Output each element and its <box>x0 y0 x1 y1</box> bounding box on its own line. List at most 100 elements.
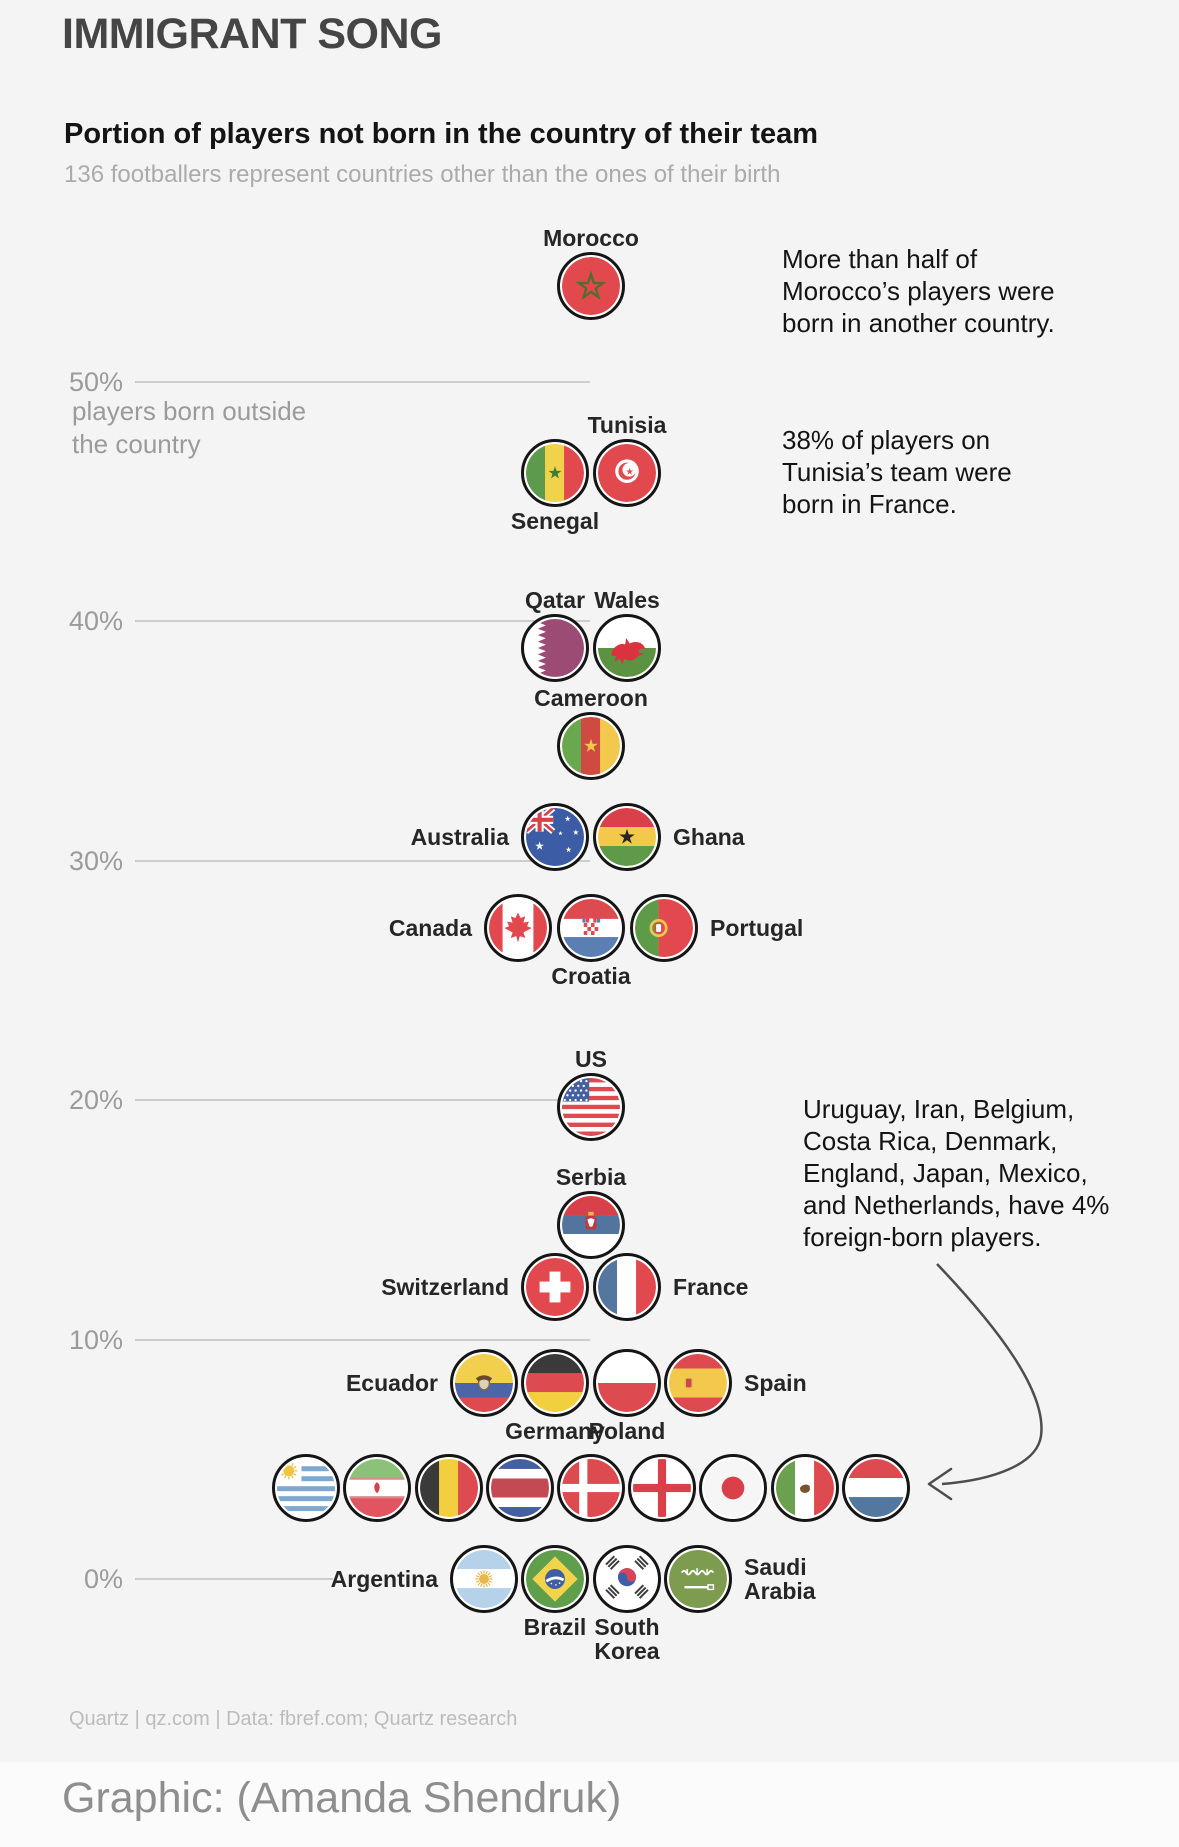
flag-node-denmark <box>557 1454 625 1523</box>
iran-flag-icon <box>348 1459 406 1518</box>
croatia-flag-icon <box>562 898 620 957</box>
flag-node-costa_rica <box>486 1454 554 1523</box>
flag-circle-us <box>557 1073 625 1142</box>
flag-circle-iran <box>343 1454 411 1523</box>
tick-label-50: 50% <box>68 367 123 397</box>
flag-circle-japan <box>699 1454 767 1523</box>
gridline-50 <box>135 381 590 383</box>
source-credit: Quartz | qz.com | Data: fbref.com; Quart… <box>69 1708 518 1730</box>
flag-label-morocco: Morocco <box>543 225 639 252</box>
flag-node-ecuador: Ecuador <box>346 1348 518 1417</box>
tick-label-20: 20% <box>68 1085 123 1116</box>
tick-label-10: 10% <box>68 1324 123 1355</box>
spain-flag-icon <box>669 1353 727 1412</box>
flag-node-wales: Wales <box>593 588 661 682</box>
page-title: IMMIGRANT SONG <box>62 10 442 58</box>
flag-label-ghana: Ghana <box>673 823 745 850</box>
flag-circle-switzerland <box>521 1252 589 1321</box>
flag-circle-portugal <box>630 893 698 962</box>
flag-node-uruguay <box>272 1454 340 1523</box>
flag-label-australia: Australia <box>410 823 509 850</box>
chart-description: 136 footballers represent countries othe… <box>64 161 781 188</box>
flag-node-serbia: Serbia <box>556 1165 626 1259</box>
us-flag-icon <box>562 1078 620 1137</box>
flag-node-canada: Canada <box>389 893 552 962</box>
flag-label-us: US <box>575 1046 607 1073</box>
argentina-flag-icon <box>455 1550 513 1608</box>
annotation-morocco: More than half of Morocco’s players were… <box>782 244 1055 338</box>
flag-label-south_korea: South Korea <box>594 1614 660 1664</box>
england-flag-icon <box>633 1459 691 1518</box>
flag-circle-poland <box>593 1348 661 1417</box>
flag-node-brazil: Brazil <box>521 1545 589 1639</box>
chart-subtitle: Portion of players not born in the count… <box>64 118 819 150</box>
flag-label-france: France <box>673 1273 749 1300</box>
netherlands-flag-icon <box>847 1459 905 1518</box>
flag-label-cameroon: Cameroon <box>534 684 648 711</box>
flag-circle-tunisia <box>593 438 661 507</box>
flag-node-south_korea: South Korea <box>593 1545 661 1663</box>
flag-circle-saudi_arabia <box>664 1545 732 1613</box>
axis-caption: players born outside the country <box>72 396 307 459</box>
flag-label-croatia: Croatia <box>551 962 631 989</box>
flag-circle-serbia <box>557 1190 625 1259</box>
flag-circle-qatar <box>521 613 589 682</box>
switzerland-flag-icon <box>526 1257 584 1316</box>
flag-node-portugal: Portugal <box>630 893 803 962</box>
flag-circle-senegal <box>521 438 589 507</box>
flag-label-switzerland: Switzerland <box>381 1273 509 1300</box>
flag-circle-denmark <box>557 1454 625 1523</box>
gridline-30 <box>135 859 590 862</box>
flag-label-portugal: Portugal <box>710 914 804 941</box>
flag-label-argentina: Argentina <box>330 1566 438 1592</box>
france-flag-icon <box>598 1257 656 1316</box>
flag-label-tunisia: Tunisia <box>587 411 667 438</box>
flag-node-qatar: Qatar <box>521 588 589 682</box>
flag-circle-morocco <box>557 252 625 321</box>
annotation-four-percent: Uruguay, Iran, Belgium, Costa Rica, Denm… <box>803 1094 1110 1252</box>
poland-flag-icon <box>598 1353 656 1412</box>
gridline-40 <box>135 620 590 623</box>
gridline-10 <box>135 1338 590 1341</box>
flag-circle-croatia <box>557 893 625 962</box>
flag-circle-netherlands <box>842 1454 910 1523</box>
flag-circle-costa_rica <box>486 1454 554 1523</box>
flag-node-england <box>628 1454 696 1523</box>
ghana-flag-icon <box>598 807 656 866</box>
flag-circle-south_korea <box>593 1545 661 1613</box>
flag-label-canada: Canada <box>388 914 472 941</box>
flag-node-netherlands <box>842 1454 910 1523</box>
flag-circle-wales <box>593 613 661 682</box>
belgium-flag-icon <box>420 1459 478 1518</box>
flag-node-argentina: Argentina <box>331 1545 518 1613</box>
flag-label-qatar: Qatar <box>524 586 586 613</box>
flag-label-senegal: Senegal <box>510 507 600 534</box>
flag-circle-france <box>593 1252 661 1321</box>
flag-circle-belgium <box>415 1454 483 1523</box>
flag-circle-brazil <box>521 1545 589 1613</box>
brazil-flag-icon <box>526 1550 584 1608</box>
saudi_arabia-flag-icon <box>669 1550 727 1608</box>
graphic-credit-strip: Graphic: (Amanda Shendruk) <box>0 1762 1179 1847</box>
flag-node-iran <box>343 1454 411 1523</box>
cameroon-flag-icon <box>562 716 620 775</box>
flag-circle-uruguay <box>272 1454 340 1523</box>
australia-flag-icon <box>526 807 584 866</box>
qatar-flag-icon <box>526 618 584 677</box>
germany-flag-icon <box>526 1353 584 1412</box>
flag-circle-mexico <box>771 1454 839 1523</box>
gridline-20 <box>135 1099 590 1102</box>
wales-flag-icon <box>598 618 656 677</box>
flag-node-mexico <box>771 1454 839 1523</box>
tick-label-0: 0% <box>83 1564 123 1594</box>
flag-circle-ecuador <box>450 1348 518 1417</box>
flag-node-poland: Poland <box>589 1348 665 1443</box>
tunisia-flag-icon <box>598 443 656 502</box>
flag-node-ghana: Ghana <box>593 802 745 871</box>
flag-label-poland: Poland <box>588 1417 666 1444</box>
flag-circle-argentina <box>450 1545 518 1613</box>
flag-circle-cameroon <box>557 711 625 780</box>
tick-label-30: 30% <box>68 845 123 876</box>
uruguay-flag-icon <box>277 1459 335 1518</box>
flag-node-australia: Australia <box>411 802 589 871</box>
